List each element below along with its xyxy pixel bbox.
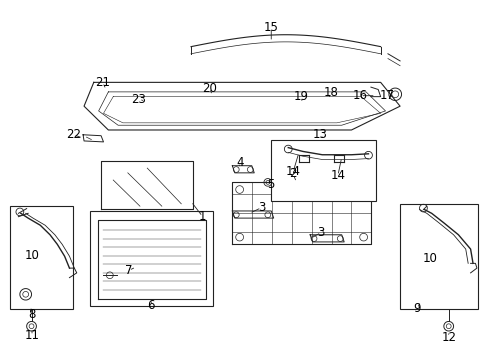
Bar xyxy=(10,206,73,309)
Text: 17: 17 xyxy=(379,89,394,102)
Text: 10: 10 xyxy=(422,252,437,265)
Text: 7: 7 xyxy=(125,264,132,277)
Text: 1: 1 xyxy=(199,210,206,223)
Text: 5: 5 xyxy=(267,178,274,191)
Text: 12: 12 xyxy=(440,331,455,344)
Text: 9: 9 xyxy=(412,302,420,315)
Text: 8: 8 xyxy=(28,308,36,321)
Text: 3: 3 xyxy=(317,226,325,239)
Text: 15: 15 xyxy=(263,21,278,34)
Text: 10: 10 xyxy=(24,249,40,262)
Text: 16: 16 xyxy=(352,89,367,102)
Text: 14: 14 xyxy=(330,169,345,182)
Text: 6: 6 xyxy=(147,299,155,312)
Bar xyxy=(90,211,212,306)
Text: 11: 11 xyxy=(24,329,40,342)
Text: 4: 4 xyxy=(235,156,243,169)
Text: 22: 22 xyxy=(66,128,81,141)
Bar xyxy=(399,204,477,309)
Bar xyxy=(271,140,375,202)
Text: 2: 2 xyxy=(289,167,296,180)
Text: 23: 23 xyxy=(131,93,146,105)
Text: 21: 21 xyxy=(95,76,110,89)
Text: 19: 19 xyxy=(293,90,308,103)
Text: 14: 14 xyxy=(285,165,300,179)
Text: 20: 20 xyxy=(202,82,217,95)
Text: 3: 3 xyxy=(257,201,264,214)
Text: 18: 18 xyxy=(323,86,338,99)
Text: 13: 13 xyxy=(312,128,326,141)
